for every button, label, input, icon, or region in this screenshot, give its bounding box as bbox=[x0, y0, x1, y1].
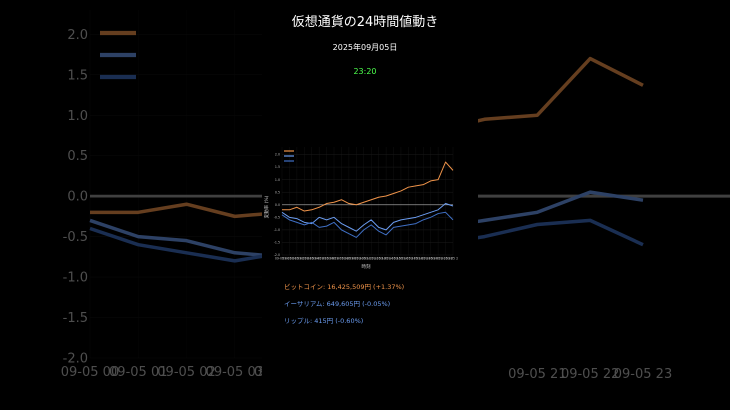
x-tick-label: 09-05 17 bbox=[401, 256, 415, 260]
x-tick-label: 09-05 00 bbox=[61, 365, 119, 380]
x-tick-label: 09-05 11 bbox=[357, 256, 371, 260]
y-tick-label: -2.0 bbox=[63, 352, 88, 367]
x-tick-label: 09-05 02 bbox=[157, 365, 215, 380]
x-tick-label: 09-05 00 bbox=[275, 256, 289, 260]
y-tick-label: 2.0 bbox=[67, 28, 88, 43]
y-tick-label: -1.0 bbox=[63, 271, 88, 286]
x-tick-label: 09-05 20 bbox=[424, 256, 438, 260]
x-tick-label: 09-05 14 bbox=[379, 256, 393, 260]
x-tick-label: 09-05 01 bbox=[109, 365, 167, 380]
x-tick-label: 09-05 06 bbox=[319, 256, 333, 260]
series-line-btc bbox=[478, 56, 644, 123]
x-tick-label: 09-05 03 bbox=[297, 256, 311, 260]
y-tick-label: -1.0 bbox=[274, 228, 280, 232]
y-tick-label: -1.5 bbox=[274, 241, 280, 245]
y-tick-label: 1.0 bbox=[67, 109, 88, 124]
x-tick-label: 09-05 01 bbox=[282, 256, 296, 260]
y-tick-label: 0.5 bbox=[67, 149, 88, 164]
series-line-xrp bbox=[281, 211, 454, 238]
y-tick-label: -0.5 bbox=[63, 230, 88, 245]
y-tick-label: 1.5 bbox=[275, 165, 280, 169]
series-line-xrp bbox=[89, 226, 262, 263]
ripple-price: リップル: 415円 (-0.60%) bbox=[284, 317, 364, 325]
x-tick-label: 09-05 15 bbox=[386, 256, 400, 260]
time-label: 23:20 bbox=[353, 67, 377, 76]
y-axis-label: 変動率 (%) bbox=[263, 195, 270, 218]
x-tick-label: 09-05 13 bbox=[371, 256, 385, 260]
y-tick-label: -2.0 bbox=[274, 253, 280, 257]
x-tick-label: 09-05 09 bbox=[342, 256, 356, 260]
date-label: 2025年09月05日 bbox=[332, 43, 398, 52]
x-tick-label: 09-05 02 bbox=[290, 256, 304, 260]
bitcoin-price: ビットコイン: 16,425,509円 (+1.37%) bbox=[284, 283, 405, 291]
x-tick-label: 09-05 16 bbox=[394, 256, 408, 260]
x-tick-label: 09-05 08 bbox=[334, 256, 348, 260]
series-line-xrp bbox=[478, 218, 644, 247]
x-tick-label: 09-05 04 bbox=[305, 256, 319, 260]
x-tick-label: 09-05 23 bbox=[614, 367, 672, 382]
x-tick-label: 09-05 12 bbox=[364, 256, 378, 260]
x-tick-label: 09-05 10 bbox=[349, 256, 363, 260]
x-tick-label: 09-05 04 bbox=[254, 365, 262, 380]
series-line-eth bbox=[478, 190, 644, 224]
y-tick-label: 1.5 bbox=[67, 68, 88, 83]
y-tick-label: 1.0 bbox=[275, 178, 280, 182]
x-tick-label: 09-05 03 bbox=[206, 365, 262, 380]
series-line-eth bbox=[281, 203, 454, 232]
x-tick-label: 09-05 18 bbox=[409, 256, 423, 260]
y-tick-label: -0.5 bbox=[274, 215, 280, 219]
x-tick-label: 09-05 23 bbox=[446, 256, 458, 260]
series-line-btc bbox=[282, 161, 454, 212]
y-tick-label: -1.5 bbox=[63, 311, 88, 326]
y-tick-label: 0.0 bbox=[275, 203, 280, 207]
y-tick-label: 0.0 bbox=[67, 190, 88, 205]
x-tick-label: 09-05 19 bbox=[416, 256, 430, 260]
x-axis-label: 時刻 bbox=[362, 263, 371, 270]
x-tick-label: 09-05 22 bbox=[561, 367, 619, 382]
x-tick-label: 09-05 07 bbox=[327, 256, 341, 260]
x-tick-label: 09-05 22 bbox=[438, 256, 452, 260]
y-tick-label: 2.0 bbox=[275, 153, 280, 157]
x-tick-label: 09-05 21 bbox=[431, 256, 445, 260]
page-title: 仮想通貨の24時間値動き bbox=[291, 15, 439, 30]
main-chart: -2.0-1.5-1.0-0.50.00.51.01.52.009-05 000… bbox=[262, 141, 458, 271]
left-background-zoom: -2.0-1.5-1.0-0.50.00.51.01.52.009-05 000… bbox=[61, 10, 262, 380]
x-tick-label: 09-05 05 bbox=[312, 256, 326, 260]
x-tick-label: 09-05 21 bbox=[508, 367, 566, 382]
series-line-btc bbox=[90, 202, 262, 219]
y-tick-label: 0.5 bbox=[275, 190, 280, 194]
ethereum-price: イーサリアム: 649,605円 (-0.05%) bbox=[284, 300, 391, 308]
